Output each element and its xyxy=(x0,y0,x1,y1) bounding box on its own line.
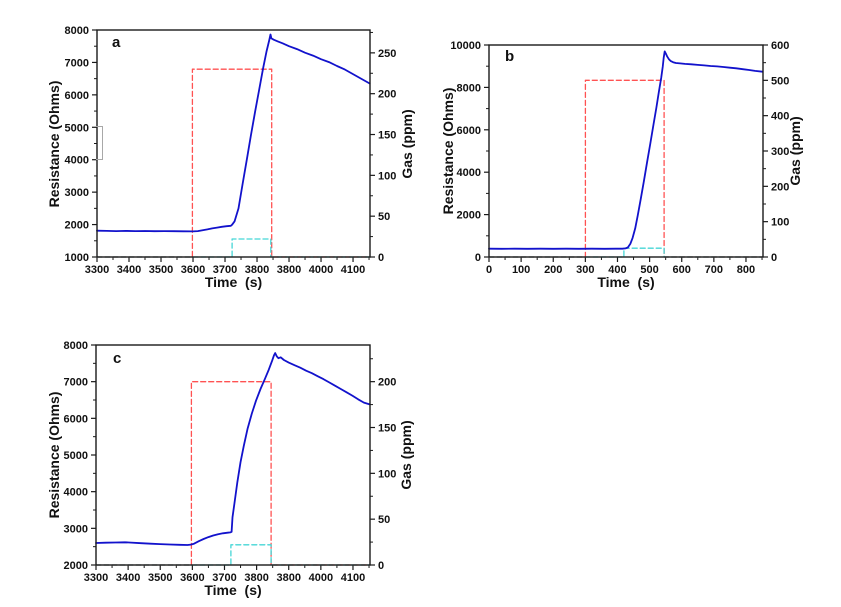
y-left-tick-label-a: 3000 xyxy=(65,187,89,199)
y-left-tick-label-a: 8000 xyxy=(65,25,89,37)
x-tick-label-a: 3600 xyxy=(181,264,205,276)
resistance-series-a xyxy=(96,33,371,233)
y-left-tick-label-c: 7000 xyxy=(64,377,88,389)
x-tick-label-c: 3500 xyxy=(148,572,172,584)
y-axis-label-left-a: Resistance (Ohms) xyxy=(46,80,62,208)
x-tick-label-b: 400 xyxy=(608,264,626,276)
y-right-tick-label-b: 0 xyxy=(771,252,777,264)
x-tick-label-a: 3500 xyxy=(149,264,173,276)
y-left-tick-label-b: 8000 xyxy=(457,82,481,94)
x-tick-label-a: 4000 xyxy=(309,264,333,276)
panel-label-b: b xyxy=(505,48,515,65)
y-left-tick-label-c: 4000 xyxy=(64,487,88,499)
x-axis-label-c: Time (s) xyxy=(204,582,262,598)
y-left-tick-label-b: 10000 xyxy=(450,40,481,52)
y-left-tick-label-a: 7000 xyxy=(65,57,89,69)
x-tick-label-b: 0 xyxy=(486,264,492,276)
y-left-tick-label-b: 6000 xyxy=(457,125,481,137)
x-tick-label-b: 800 xyxy=(737,264,755,276)
stray-bracket-mark xyxy=(96,126,103,160)
plot-box-b xyxy=(488,44,764,258)
x-tick-label-b: 700 xyxy=(705,264,723,276)
y-axis-label-left-c: Resistance (Ohms) xyxy=(46,391,62,519)
x-tick-label-a: 3300 xyxy=(85,264,109,276)
y-left-tick-label-a: 4000 xyxy=(65,155,89,167)
y-right-tick-label-b: 100 xyxy=(771,217,789,229)
y-left-tick-label-a: 6000 xyxy=(65,90,89,102)
x-axis-label-a: Time (s) xyxy=(204,274,263,290)
x-tick-label-c: 3300 xyxy=(84,572,108,584)
x-axis-label-b: Time (s) xyxy=(597,274,655,290)
y-right-tick-label-a: 250 xyxy=(378,48,396,60)
gas-pulse-cyan-series-a xyxy=(96,238,371,258)
panel-label-a: a xyxy=(112,34,121,51)
y-axis-label-left-b: Resistance (Ohms) xyxy=(440,87,456,215)
x-tick-label-c: 3700 xyxy=(212,572,236,584)
x-tick-label-a: 3400 xyxy=(117,264,141,276)
x-tick-label-b: 100 xyxy=(512,264,530,276)
y-right-tick-label-b: 500 xyxy=(771,75,789,87)
y-right-tick-label-b: 200 xyxy=(771,181,789,193)
y-right-tick-label-c: 50 xyxy=(378,514,390,526)
y-left-tick-label-a: 2000 xyxy=(65,220,89,232)
y-left-tick-label-a: 1000 xyxy=(65,252,89,264)
gas-pulse-red-series-a xyxy=(96,68,371,258)
x-tick-label-b: 200 xyxy=(544,264,562,276)
x-tick-label-a: 3700 xyxy=(213,264,237,276)
y-right-tick-label-a: 100 xyxy=(378,170,396,182)
y-right-tick-label-c: 200 xyxy=(378,377,396,389)
gas-pulse-red-series-b xyxy=(488,79,764,258)
y-left-tick-label-c: 5000 xyxy=(64,450,88,462)
y-left-tick-label-c: 6000 xyxy=(64,413,88,425)
y-right-tick-label-c: 0 xyxy=(378,560,384,572)
y-right-tick-label-a: 200 xyxy=(378,89,396,101)
x-tick-label-a: 3800 xyxy=(245,264,269,276)
plot-box-c xyxy=(95,344,371,566)
y-right-tick-label-a: 150 xyxy=(378,130,396,142)
y-left-tick-label-c: 3000 xyxy=(64,523,88,535)
y-right-tick-label-a: 50 xyxy=(378,211,390,223)
x-tick-label-b: 300 xyxy=(576,264,594,276)
x-tick-label-c: 3800 xyxy=(276,572,300,584)
plot-box-a xyxy=(96,29,371,258)
gas-pulse-cyan-series-c xyxy=(95,544,371,566)
y-axis-label-right-b: Gas (ppm) xyxy=(787,116,803,186)
resistance-series-c xyxy=(95,352,371,546)
y-left-tick-label-a: 5000 xyxy=(65,122,89,134)
y-axis-label-right-c: Gas (ppm) xyxy=(398,420,414,490)
y-left-tick-label-b: 4000 xyxy=(457,167,481,179)
x-tick-label-a: 4100 xyxy=(341,264,365,276)
y-left-tick-label-b: 0 xyxy=(475,252,481,264)
y-right-tick-label-a: 0 xyxy=(378,252,384,264)
y-right-tick-label-b: 300 xyxy=(771,146,789,158)
y-left-tick-label-b: 2000 xyxy=(457,210,481,222)
x-tick-label-c: 3400 xyxy=(116,572,140,584)
x-tick-label-a: 3800 xyxy=(277,264,301,276)
x-tick-label-b: 500 xyxy=(640,264,658,276)
resistance-series-b xyxy=(488,50,764,250)
y-left-tick-label-c: 2000 xyxy=(64,560,88,572)
panel-label-c: c xyxy=(113,350,122,367)
x-tick-label-c: 4000 xyxy=(309,572,333,584)
y-right-tick-label-b: 600 xyxy=(771,40,789,52)
x-tick-label-b: 600 xyxy=(673,264,691,276)
y-right-tick-label-b: 400 xyxy=(771,111,789,123)
gas-pulse-red-series-c xyxy=(95,381,371,566)
y-axis-label-right-a: Gas (ppm) xyxy=(399,109,415,179)
x-tick-label-c: 4100 xyxy=(341,572,365,584)
x-tick-label-c: 3600 xyxy=(180,572,204,584)
x-tick-label-c: 3800 xyxy=(244,572,268,584)
y-left-tick-label-c: 8000 xyxy=(64,340,88,352)
y-right-tick-label-c: 100 xyxy=(378,468,396,480)
y-right-tick-label-c: 150 xyxy=(378,423,396,435)
